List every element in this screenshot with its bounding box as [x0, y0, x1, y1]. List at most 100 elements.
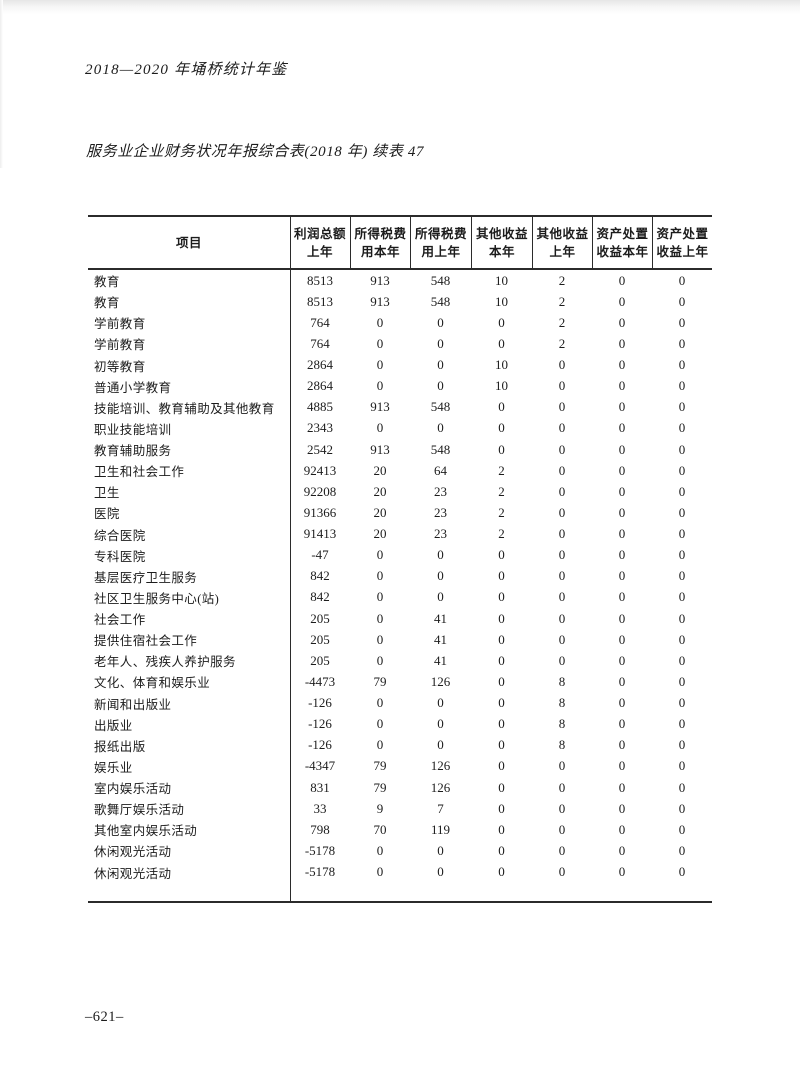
cell-value: 0	[498, 800, 505, 816]
cell-value: 0	[678, 462, 686, 478]
cell-value: 0	[376, 737, 384, 753]
data-table: 项目 利润总额 上年 所得税费 用本年 所得税费 用上年 其他收益 本年 其他收…	[88, 215, 712, 903]
cell-value: 0	[678, 589, 686, 605]
cell-value: 0	[558, 568, 566, 584]
cell-value: 0	[678, 272, 686, 288]
cell-value: 0	[437, 335, 444, 351]
row-label: 卫生	[94, 486, 120, 501]
cell-value: 64	[434, 462, 447, 478]
cell-value: 0	[618, 420, 626, 436]
cell-value: 0	[678, 314, 686, 330]
cell-value: 548	[430, 293, 451, 309]
cell-value: 0	[498, 864, 505, 880]
column-header-tax-prev: 所得税费 用上年	[410, 217, 471, 268]
cell-value: 0	[558, 504, 566, 520]
cell-value: 0	[618, 800, 626, 816]
cell-value: 0	[437, 568, 444, 584]
cell-value: 0	[376, 357, 384, 373]
cell-value: 0	[376, 864, 384, 880]
row-label: 歌舞厅娱乐活动	[94, 803, 185, 818]
cell-value: 0	[376, 314, 384, 330]
cell-value: 0	[376, 420, 384, 436]
row-label: 技能培训、教育辅助及其他教育	[94, 401, 275, 416]
cell-value: -5178	[304, 842, 336, 858]
cell-value: 0	[678, 673, 686, 689]
cell-value: 0	[618, 462, 626, 478]
cell-value: 41	[434, 610, 447, 626]
cell-value: 8	[558, 695, 566, 711]
cell-value: 0	[618, 758, 626, 774]
cell-value: 0	[618, 378, 626, 394]
column-header-label: 利润总额	[293, 226, 346, 241]
row-label: 教育	[94, 296, 120, 311]
table-row: 教育辅助服务 2542 913 548 0 0 0 0	[88, 439, 712, 460]
cell-value: 91366	[303, 504, 337, 520]
table-row: 专科医院 -47 0 0 0 0 0 0	[88, 545, 712, 566]
table-row: 其他室内娱乐活动 798 70 119 0 0 0 0	[88, 819, 712, 840]
cell-value: 0	[618, 716, 626, 732]
cell-value: 0	[618, 737, 626, 753]
row-label: 医院	[94, 507, 120, 522]
cell-value: 10	[495, 357, 508, 373]
cell-value: 0	[618, 293, 626, 309]
cell-value: 2	[558, 335, 566, 351]
cell-value: 831	[310, 779, 330, 795]
cell-value: 8	[558, 673, 566, 689]
column-header-label: 本年	[488, 244, 515, 259]
cell-value: 0	[618, 526, 626, 542]
table-row: 休闲观光活动 -5178 0 0 0 0 0 0	[88, 862, 712, 883]
cell-value: 0	[678, 399, 686, 415]
cell-value: 548	[430, 399, 451, 415]
cell-value: 0	[678, 800, 686, 816]
cell-value: 0	[376, 547, 384, 563]
cell-value: 23	[434, 504, 447, 520]
cell-value: 8	[558, 716, 566, 732]
cell-value: 23	[434, 483, 447, 499]
table-row: 社会工作 205 0 41 0 0 0 0	[88, 608, 712, 629]
column-header-label: 项目	[175, 235, 202, 250]
cell-value: 548	[430, 272, 451, 288]
table-row: 初等教育 2864 0 0 10 0 0 0	[88, 355, 712, 376]
cell-value: 764	[310, 314, 330, 330]
cell-value: 0	[618, 779, 626, 795]
table-body: 教育 8513 913 548 10 2 0 0 教育 8513 913 548…	[88, 270, 712, 883]
column-header-label: 上年	[549, 244, 576, 259]
row-label: 休闲观光活动	[94, 845, 172, 860]
table-header-row: 项目 利润总额 上年 所得税费 用本年 所得税费 用上年 其他收益 本年 其他收…	[88, 217, 712, 270]
cell-value: 0	[618, 695, 626, 711]
cell-value: 8513	[307, 293, 333, 309]
cell-value: 0	[498, 779, 505, 795]
cell-value: 0	[437, 420, 444, 436]
cell-value: 0	[558, 441, 566, 457]
cell-value: 0	[618, 842, 626, 858]
column-header-profit-prev: 利润总额 上年	[290, 217, 350, 268]
cell-value: 7	[437, 800, 444, 816]
cell-value: 126	[430, 758, 451, 774]
table-title: 服务业企业财务状况年报综合表(2018 年) 续表 47	[86, 144, 425, 160]
cell-value: 0	[618, 631, 626, 647]
table-row: 室内娱乐活动 831 79 126 0 0 0 0	[88, 777, 712, 798]
row-label: 专科医院	[94, 549, 146, 564]
cell-value: 0	[498, 695, 505, 711]
row-label: 社会工作	[94, 613, 146, 628]
cell-value: 0	[618, 335, 626, 351]
cell-value: 79	[373, 758, 387, 774]
cell-value: 10	[495, 378, 508, 394]
cell-value: 205	[310, 610, 330, 626]
cell-value: 20	[373, 462, 387, 478]
cell-value: 205	[310, 631, 330, 647]
cell-value: 0	[618, 652, 626, 668]
cell-value: 0	[376, 335, 384, 351]
cell-value: 0	[618, 547, 626, 563]
cell-value: 0	[558, 842, 566, 858]
table-row: 学前教育 764 0 0 0 2 0 0	[88, 312, 712, 333]
cell-value: 842	[310, 568, 330, 584]
cell-value: 2	[498, 462, 505, 478]
cell-value: 2	[498, 483, 505, 499]
cell-value: 0	[678, 821, 686, 837]
cell-value: 20	[373, 504, 387, 520]
table-row: 提供住宿社会工作 205 0 41 0 0 0 0	[88, 629, 712, 650]
scan-edge-left	[0, 0, 3, 168]
cell-value: 2542	[307, 441, 333, 457]
cell-value: 8513	[307, 272, 333, 288]
